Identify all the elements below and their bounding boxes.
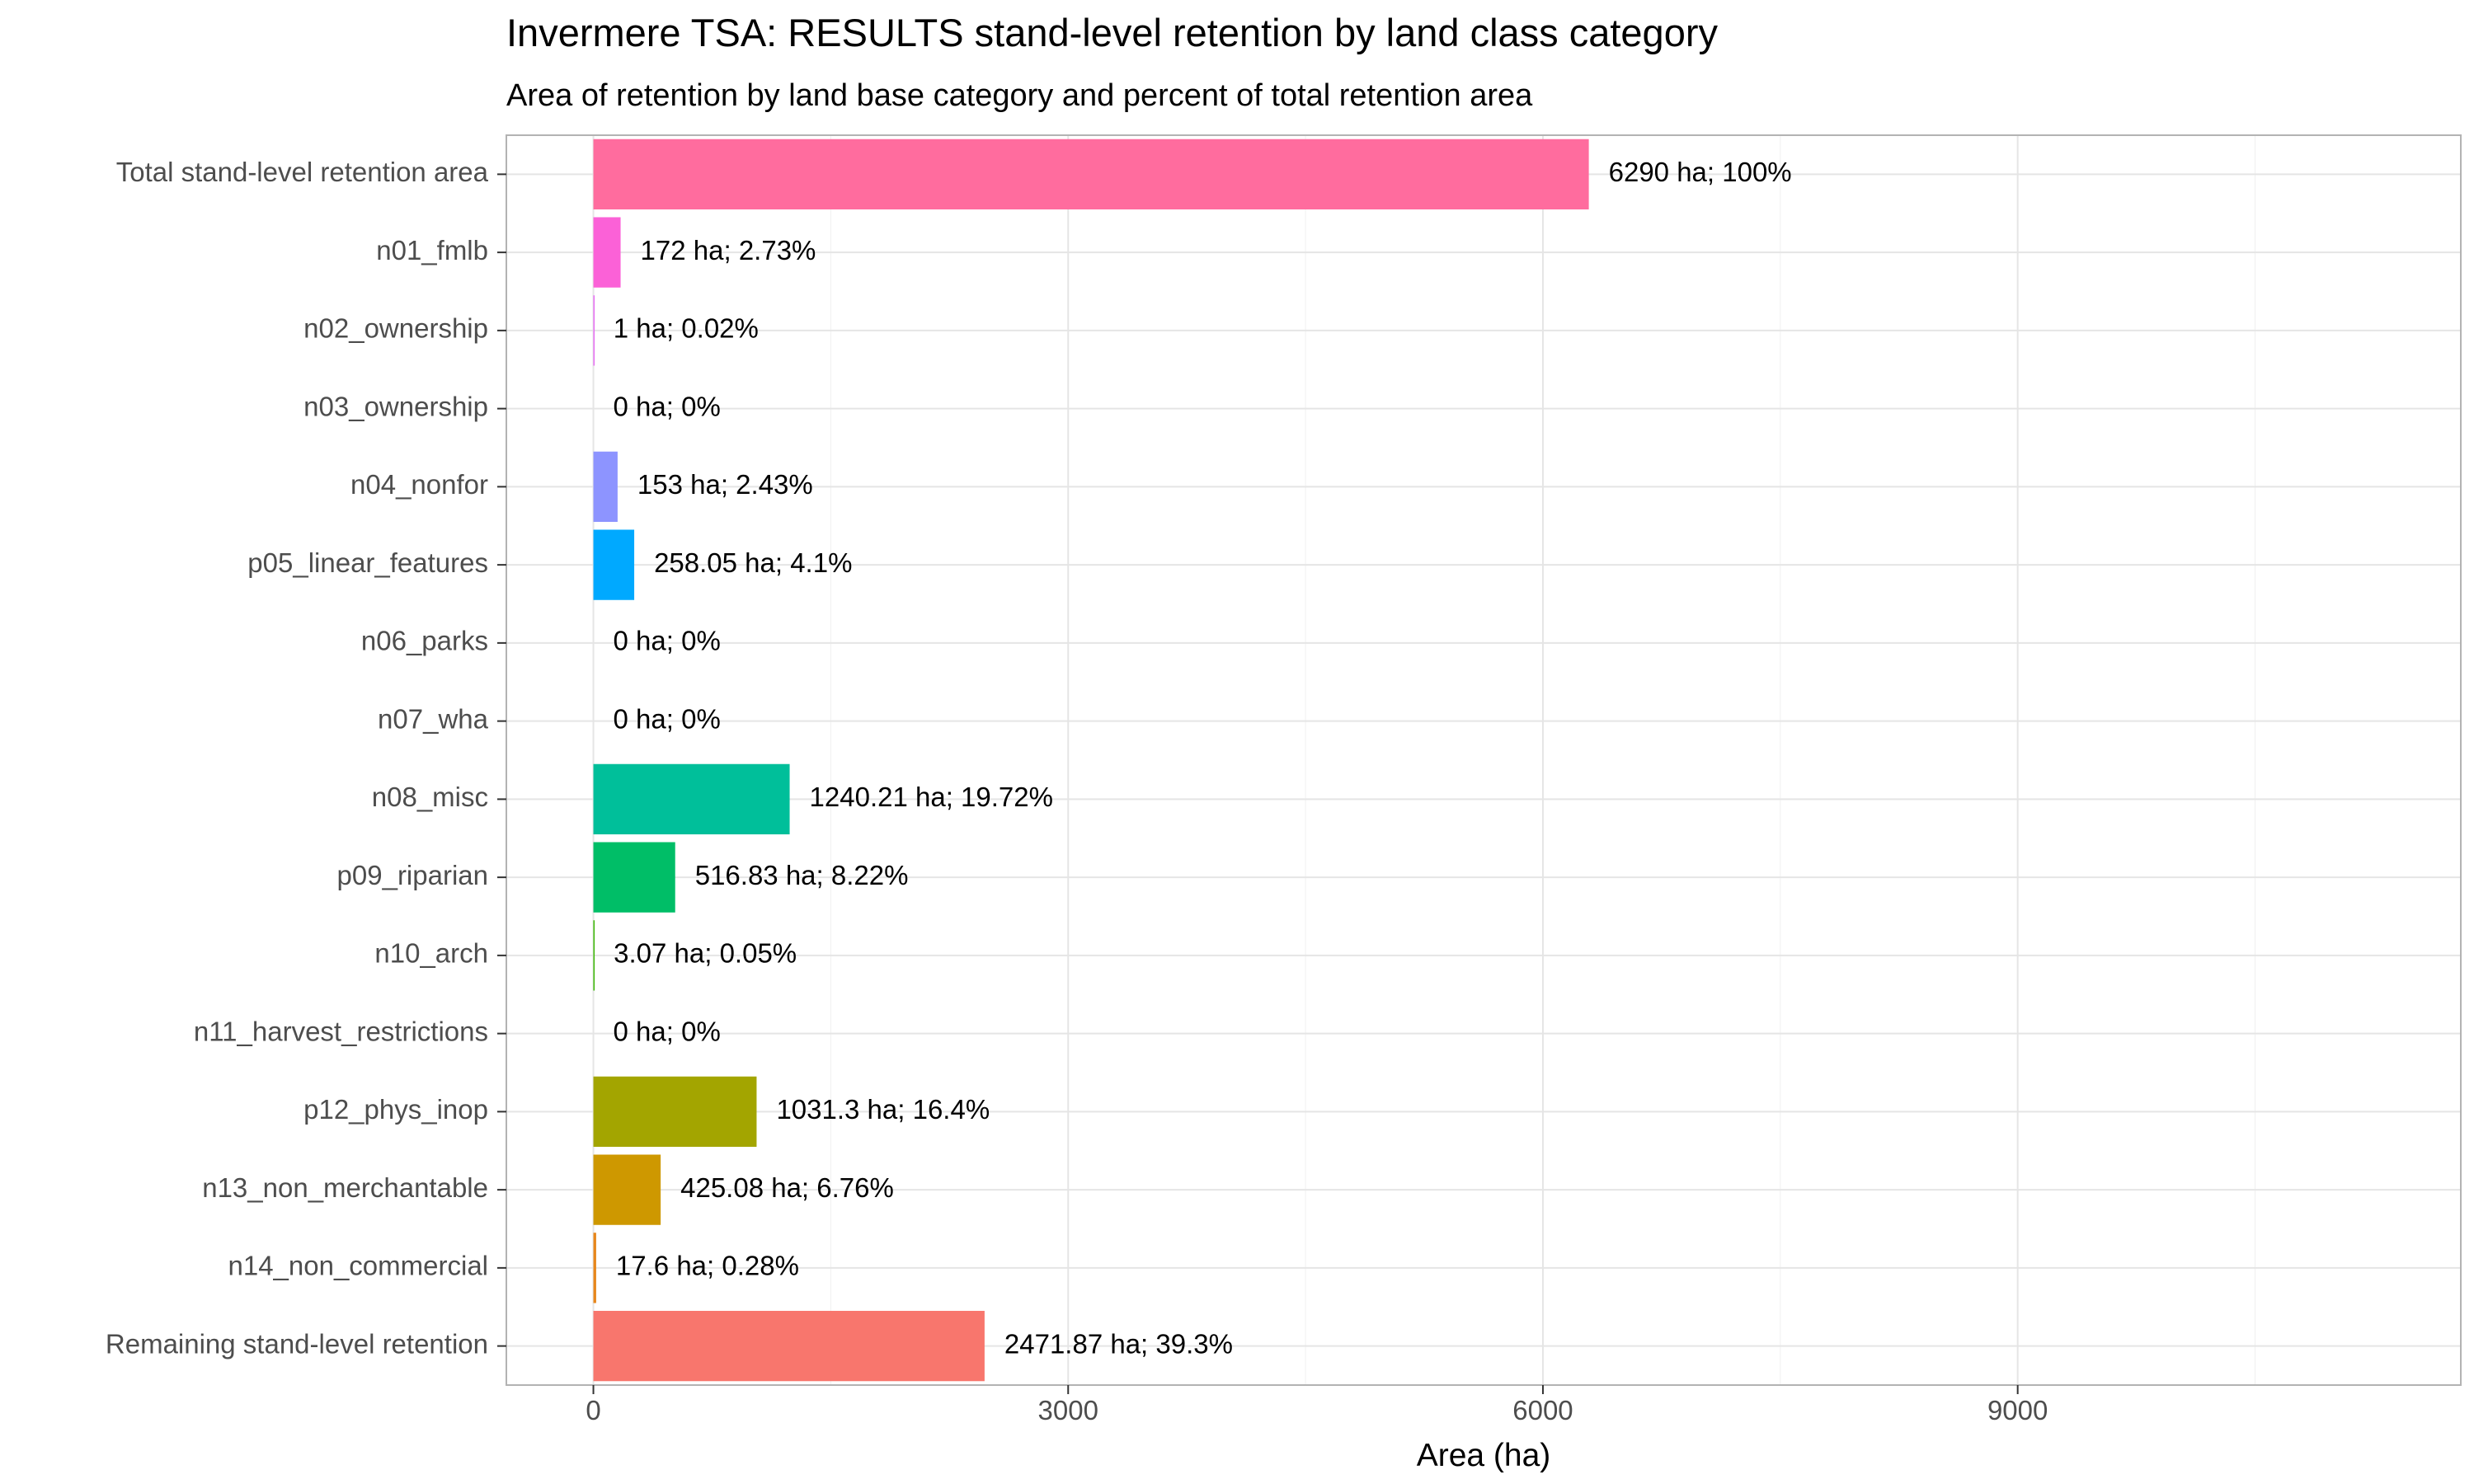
bar bbox=[593, 1154, 661, 1225]
x-axis-title: Area (ha) bbox=[1417, 1438, 1551, 1473]
y-tick-label: n07_wha bbox=[378, 703, 489, 734]
y-tick-label: n02_ownership bbox=[303, 313, 488, 344]
data-label: 1240.21 ha; 19.72% bbox=[810, 782, 1053, 812]
y-tick-label: n03_ownership bbox=[303, 391, 488, 421]
y-tick-label: n10_arch bbox=[374, 938, 488, 969]
x-tick-label: 0 bbox=[586, 1395, 600, 1425]
bar bbox=[593, 920, 595, 991]
y-tick-label: n11_harvest_restrictions bbox=[194, 1016, 488, 1046]
plot-panel-background bbox=[506, 135, 2461, 1385]
bar bbox=[593, 451, 618, 523]
data-label: 516.83 ha; 8.22% bbox=[695, 860, 909, 890]
data-label: 258.05 ha; 4.1% bbox=[654, 547, 852, 578]
data-label: 17.6 ha; 0.28% bbox=[616, 1251, 799, 1281]
x-tick-label: 9000 bbox=[1987, 1395, 2048, 1425]
data-label: 6290 ha; 100% bbox=[1609, 157, 1792, 187]
bar bbox=[593, 842, 675, 913]
data-label: 425.08 ha; 6.76% bbox=[680, 1172, 894, 1203]
bar bbox=[593, 1076, 757, 1148]
x-tick-label: 3000 bbox=[1038, 1395, 1098, 1425]
y-tick-label: n04_nonfor bbox=[350, 469, 488, 500]
data-label: 153 ha; 2.43% bbox=[637, 469, 813, 500]
data-label: 0 ha; 0% bbox=[614, 391, 721, 421]
y-tick-label: p05_linear_features bbox=[247, 547, 488, 578]
y-tick-label: p12_phys_inop bbox=[303, 1094, 488, 1125]
data-label: 2471.87 ha; 39.3% bbox=[1004, 1328, 1233, 1359]
bar bbox=[593, 295, 595, 366]
y-tick-label: n14_non_commercial bbox=[228, 1251, 488, 1281]
y-tick-label: n01_fmlb bbox=[376, 235, 488, 265]
y-tick-label: n06_parks bbox=[361, 626, 488, 656]
bar bbox=[593, 217, 621, 288]
data-label: 3.07 ha; 0.05% bbox=[614, 938, 797, 969]
bar bbox=[593, 1233, 596, 1303]
bar bbox=[593, 139, 1589, 210]
bar bbox=[593, 763, 790, 835]
data-label: 1031.3 ha; 16.4% bbox=[776, 1094, 990, 1125]
x-axis-tick-labels: 0 3000 6000 9000 bbox=[586, 1385, 2048, 1425]
data-label: 1 ha; 0.02% bbox=[614, 313, 759, 344]
chart-subtitle: Area of retention by land base category … bbox=[506, 78, 1533, 113]
bars bbox=[593, 139, 1589, 1382]
bar bbox=[593, 529, 635, 600]
y-tick-label: Remaining stand-level retention bbox=[106, 1328, 488, 1359]
y-axis-tick-labels: Total stand-level retention area n01_fmlb… bbox=[106, 157, 506, 1359]
bar bbox=[593, 1310, 985, 1382]
plot-panel-border bbox=[506, 134, 2462, 1386]
y-tick-label: n13_non_merchantable bbox=[202, 1172, 488, 1203]
y-tick-label: Total stand-level retention area bbox=[116, 157, 489, 187]
data-label: 0 ha; 0% bbox=[614, 1016, 721, 1046]
y-tick-label: n08_misc bbox=[372, 782, 488, 812]
x-tick-label: 6000 bbox=[1512, 1395, 1573, 1425]
y-tick-label: p09_riparian bbox=[337, 860, 488, 890]
data-label: 0 ha; 0% bbox=[614, 626, 721, 656]
chart-title: Invermere TSA: RESULTS stand-level reten… bbox=[506, 11, 1718, 54]
data-label: 0 ha; 0% bbox=[614, 703, 721, 734]
data-label: 172 ha; 2.73% bbox=[641, 235, 816, 265]
data-labels: 6290 ha; 100% 172 ha; 2.73% 1 ha; 0.02% 0 h… bbox=[614, 157, 1792, 1359]
